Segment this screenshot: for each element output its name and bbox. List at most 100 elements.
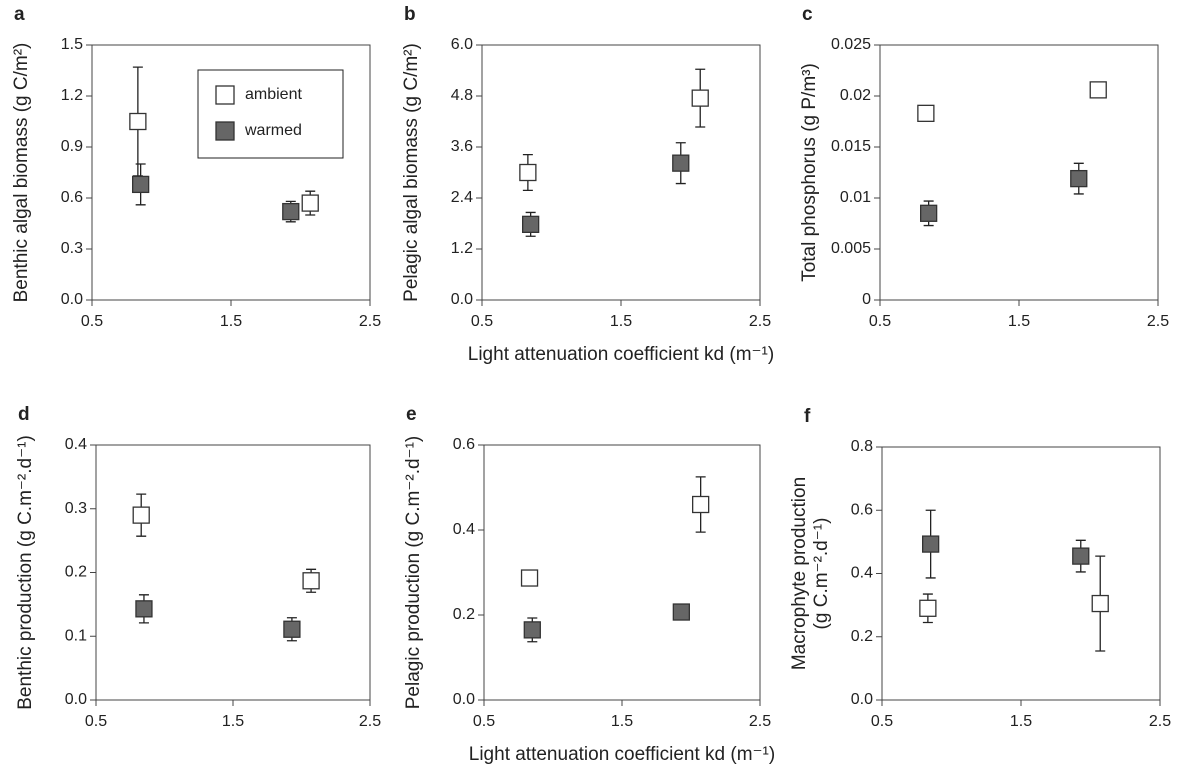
panel-letter: c [802, 4, 813, 25]
marker [917, 104, 935, 122]
legend-swatch [215, 85, 235, 105]
x-tick-label: 0.5 [81, 313, 103, 330]
plot-frame [879, 44, 1159, 301]
y-tick-label: 0.0 [65, 691, 87, 708]
plot-frame [95, 444, 371, 701]
marker [691, 89, 709, 107]
panel: f 0.0 0.2 0.4 0.6 0.8 0.5 1.5 2.5 Macrophyte prod… [789, 406, 1171, 730]
y-axis-label: Benthic production (g C.m⁻².d⁻¹) [15, 435, 36, 710]
marker [523, 621, 541, 639]
y-tick-label: 0.8 [851, 438, 873, 455]
x-tick-label: 2.5 [749, 313, 771, 330]
x-tick-label: 1.5 [1008, 313, 1030, 330]
y-tick-label: 0.3 [61, 240, 83, 257]
y-axis-label: Macrophyte production [789, 477, 810, 670]
x-tick-label: 0.5 [869, 313, 891, 330]
y-tick-label: 1.2 [61, 87, 83, 104]
y-axis-label: (g C.m⁻².d⁻¹) [811, 518, 832, 630]
panel-letter: f [804, 406, 811, 427]
marker [282, 202, 300, 221]
y-tick-label: 0.2 [851, 628, 873, 645]
x-tick-label: 2.5 [749, 713, 771, 730]
y-tick-label: 0.005 [831, 240, 871, 257]
y-axis-label: Pelagic production (g C.m⁻².d⁻¹) [403, 436, 424, 710]
panel: d 0.0 0.1 0.2 0.3 0.4 0.5 1.5 2.5 Benthic product… [15, 404, 381, 730]
marker [672, 603, 690, 621]
panel: b 0.0 1.2 2.4 3.6 4.8 6.0 0.5 1.5 2.5 Pelagic alga… [401, 4, 774, 365]
x-tick-label: 0.5 [471, 313, 493, 330]
y-tick-label: 0.4 [453, 521, 475, 538]
y-tick-label: 0.4 [65, 436, 87, 453]
x-tick-label: 2.5 [1149, 713, 1171, 730]
panel-letter: d [18, 404, 30, 425]
x-tick-label: 1.5 [220, 313, 242, 330]
panel: e 0.0 0.2 0.4 0.6 0.5 1.5 2.5 Pelagic production… [403, 404, 775, 765]
legend-label: warmed [244, 122, 302, 139]
y-tick-label: 0.6 [851, 501, 873, 518]
y-tick-label: 0.0 [851, 691, 873, 708]
plot-frame [881, 446, 1161, 701]
marker [1070, 169, 1088, 188]
marker [132, 506, 150, 524]
y-tick-label: 0.4 [851, 565, 873, 582]
marker [131, 175, 150, 194]
y-tick-label: 1.2 [451, 240, 473, 257]
y-tick-label: 0 [862, 291, 871, 308]
marker [302, 572, 320, 590]
panel-letter: e [406, 404, 417, 425]
y-tick-label: 0.02 [840, 87, 871, 104]
y-axis-label: Pelagic algal biomass (g C/m²) [401, 43, 422, 302]
x-axis-label: Light attenuation coefficient kd (m⁻¹) [468, 344, 774, 365]
y-tick-label: 0.0 [61, 291, 83, 308]
marker [522, 215, 540, 234]
y-tick-label: 0.9 [61, 138, 83, 155]
y-tick-label: 0.01 [840, 189, 871, 206]
panel: a 0.0 0.3 0.6 0.9 1.2 1.5 0.5 1.5 2.5 Benthic alga… [11, 4, 381, 330]
marker [672, 154, 690, 172]
panel: c 0 0.005 0.01 0.015 0.02 0.025 0.5 1.5 2.5 Total … [799, 4, 1169, 330]
y-tick-label: 0.6 [61, 189, 83, 206]
y-tick-label: 0.2 [453, 606, 475, 623]
y-tick-label: 0.025 [831, 36, 871, 53]
x-tick-label: 2.5 [1147, 313, 1169, 330]
marker [922, 535, 940, 553]
marker [135, 600, 153, 618]
x-tick-label: 0.5 [871, 713, 893, 730]
marker [919, 599, 937, 617]
marker [1072, 547, 1090, 565]
x-tick-label: 2.5 [359, 713, 381, 730]
y-tick-label: 0.0 [451, 291, 473, 308]
x-tick-label: 0.5 [473, 713, 495, 730]
y-axis-label: Total phosphorus (g P/m³) [799, 63, 820, 282]
panel-letter: a [14, 4, 25, 25]
y-axis-label: Benthic algal biomass (g C/m²) [11, 43, 32, 303]
y-tick-label: 1.5 [61, 36, 83, 53]
x-tick-label: 1.5 [611, 713, 633, 730]
y-tick-label: 2.4 [451, 189, 473, 206]
marker [692, 495, 710, 514]
x-axis-label: Light attenuation coefficient kd (m⁻¹) [469, 744, 775, 765]
y-tick-label: 6.0 [451, 36, 473, 53]
legend-swatch [215, 121, 235, 141]
marker [920, 204, 938, 222]
marker [283, 620, 301, 638]
y-tick-label: 0.015 [831, 138, 871, 155]
y-tick-label: 0.3 [65, 500, 87, 517]
y-tick-label: 4.8 [451, 87, 473, 104]
x-tick-label: 2.5 [359, 313, 381, 330]
y-tick-label: 0.2 [65, 564, 87, 581]
y-tick-label: 0.1 [65, 627, 87, 644]
x-tick-label: 1.5 [1010, 713, 1032, 730]
legend-label: ambient [245, 86, 302, 103]
marker [1089, 81, 1107, 99]
marker [1091, 594, 1109, 613]
marker [129, 112, 147, 131]
y-tick-label: 3.6 [451, 138, 473, 155]
legend-box [197, 69, 344, 159]
y-tick-label: 0.0 [453, 691, 475, 708]
marker [519, 163, 537, 182]
x-tick-label: 1.5 [610, 313, 632, 330]
y-tick-label: 0.6 [453, 436, 475, 453]
marker [520, 569, 539, 587]
